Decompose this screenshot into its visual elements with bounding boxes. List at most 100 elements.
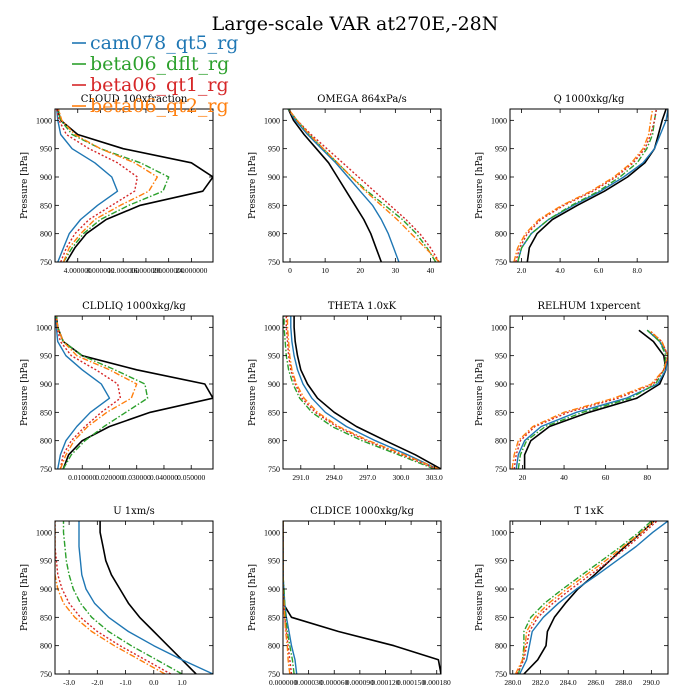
y-tick-label: 750 <box>495 258 507 267</box>
x-tick-label: 20 <box>519 473 527 482</box>
series-line-cam078_qt5_rg <box>78 521 213 674</box>
figure-title: Large-scale VAR at270E,-28N <box>212 13 499 35</box>
y-tick-label: 950 <box>495 145 507 154</box>
x-tick-label: 60 <box>602 473 610 482</box>
x-tick-label: 4.000000 <box>64 266 92 275</box>
y-tick-label: 800 <box>268 230 280 239</box>
y-axis-label: Pressure [hPa] <box>475 152 485 219</box>
series-line-cam078_qt5_rg <box>519 521 668 674</box>
y-axis-label: Pressure [hPa] <box>20 152 30 219</box>
y-tick-label: 1000 <box>264 116 280 125</box>
series-group <box>56 109 213 262</box>
y-tick-label: 750 <box>40 465 52 474</box>
y-tick-label: 850 <box>40 201 52 210</box>
x-tick-label: 1.0 <box>177 678 187 687</box>
plot-frame <box>509 108 669 263</box>
x-tick-label: 282.0 <box>532 678 549 687</box>
x-tick-label: 300.0 <box>393 473 410 482</box>
y-axis-label: Pressure [hPa] <box>20 359 30 426</box>
series-line-beta06_qt2_rg <box>55 316 138 469</box>
panel-grid: CLOUD 100xfraction Pressure [hPa] 750 800 85… <box>20 94 669 687</box>
series-line-beta06_dflt_rg <box>517 109 658 262</box>
x-tick-label: 290.0 <box>643 678 660 687</box>
y-tick-label: 1000 <box>491 116 507 125</box>
x-tick-label: 10 <box>321 266 329 275</box>
panel-title: CLDICE 1000xkg/kg <box>310 506 414 517</box>
plot-frame <box>54 520 214 675</box>
series-line-beta06_qt1_rg <box>513 329 668 469</box>
x-tick-label: 0.000030 <box>295 678 323 687</box>
y-tick-label: 900 <box>495 173 507 182</box>
panel-4: CLDLIQ 1000xkg/kg Pressure [hPa] 750 800 850… <box>20 301 214 482</box>
legend-label: beta06_dflt_rg <box>90 53 229 75</box>
y-tick-label: 800 <box>495 230 507 239</box>
series-group <box>55 521 213 674</box>
y-tick-label: 800 <box>40 230 52 239</box>
series-line-beta06_qt2_rg <box>286 316 440 469</box>
y-tick-label: 750 <box>40 258 52 267</box>
series-line-black <box>57 109 213 262</box>
y-tick-label: 950 <box>495 557 507 566</box>
panel-title: U 1xm/s <box>113 506 155 517</box>
y-tick-label: 850 <box>40 613 52 622</box>
panel-8: CLDICE 1000xkg/kg Pressure [hPa] 750 800 850… <box>248 506 451 687</box>
y-tick-label: 850 <box>268 613 280 622</box>
series-group <box>283 521 441 674</box>
panel-title: RELHUM 1xpercent <box>537 301 640 312</box>
series-line-black <box>99 521 197 674</box>
y-axis-label: Pressure [hPa] <box>248 359 258 426</box>
series-group <box>511 329 668 469</box>
x-tick-label: 0.000150 <box>397 678 425 687</box>
series-line-black <box>287 109 383 262</box>
y-tick-label: 850 <box>495 408 507 417</box>
series-group <box>287 109 440 262</box>
y-tick-label: 750 <box>495 465 507 474</box>
panel-title: CLOUD 100xfraction <box>81 94 188 105</box>
series-line-beta06_qt2_rg <box>511 329 668 469</box>
y-tick-label: 950 <box>495 352 507 361</box>
x-tick-label: 286.0 <box>587 678 604 687</box>
series-line-black <box>523 329 667 469</box>
plot-frame <box>509 315 669 470</box>
legend-label: beta06_qt2_rg <box>90 95 229 117</box>
y-tick-label: 800 <box>268 642 280 651</box>
x-tick-label: 4.0 <box>555 266 565 275</box>
y-tick-label: 900 <box>40 585 52 594</box>
panel-2: OMEGA 864xPa/s Pressure [hPa] 750 800 850 900… <box>248 94 442 275</box>
series-line-beta06_qt2_rg <box>55 521 166 674</box>
panel-7: U 1xm/s Pressure [hPa] 750 800 850 900 950 1000… <box>20 506 214 687</box>
x-tick-label: 0.020000 <box>95 473 123 482</box>
y-tick-label: 950 <box>268 145 280 154</box>
plot-frame <box>509 520 669 675</box>
y-tick-label: 950 <box>40 557 52 566</box>
x-tick-label: 0.050000 <box>177 473 205 482</box>
panel-9: T 1xK Pressure [hPa] 750 800 850 900 950 1000 28… <box>475 506 669 687</box>
x-tick-label: 24.000000 <box>175 266 207 275</box>
series-line-beta06_qt1_rg <box>55 316 122 469</box>
y-tick-label: 850 <box>495 201 507 210</box>
x-tick-label: 291.0 <box>292 473 309 482</box>
series-line-beta06_dflt_rg <box>517 521 652 674</box>
y-tick-label: 850 <box>495 613 507 622</box>
panel-title: OMEGA 864xPa/s <box>317 94 407 105</box>
y-axis-label: Pressure [hPa] <box>248 152 258 219</box>
legend-label: cam078_qt5_rg <box>90 32 238 54</box>
y-tick-label: 800 <box>268 437 280 446</box>
panel-title: THETA 1.0xK <box>328 301 397 312</box>
series-group <box>283 316 441 469</box>
plot-frame <box>54 315 214 470</box>
series-line-black <box>293 316 441 469</box>
series-line-cam078_qt5_rg <box>283 521 298 674</box>
x-tick-label: 0.000120 <box>371 678 399 687</box>
x-tick-label: 0.000060 <box>320 678 348 687</box>
series-line-cam078_qt5_rg <box>517 109 668 262</box>
y-tick-label: 950 <box>268 557 280 566</box>
x-tick-label: 40 <box>560 473 568 482</box>
series-group <box>55 316 213 469</box>
y-tick-label: 900 <box>268 380 280 389</box>
series-line-beta06_dflt_rg <box>517 329 667 469</box>
x-tick-label: 0.000090 <box>346 678 374 687</box>
series-line-beta06_dflt_rg <box>57 109 170 262</box>
x-tick-label: -2.0 <box>91 678 103 687</box>
y-tick-label: 800 <box>40 642 52 651</box>
